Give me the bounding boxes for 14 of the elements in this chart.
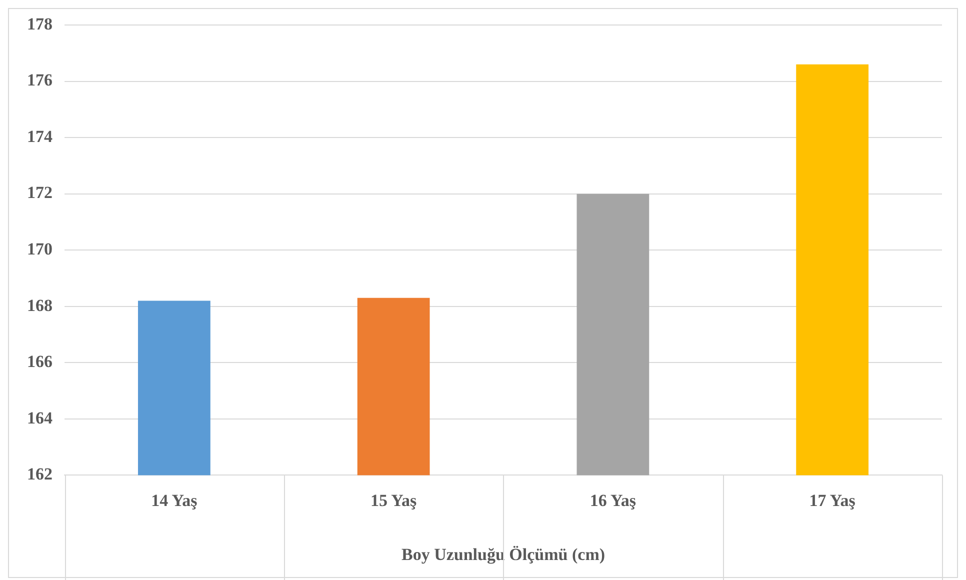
y-tick-label: 176	[27, 70, 52, 90]
x-tick-label: 14 Yaş	[151, 490, 198, 510]
x-tick-label: 17 Yaş	[809, 490, 856, 510]
y-tick-label: 164	[27, 408, 53, 428]
y-tick-label: 172	[27, 183, 52, 202]
x-axis-title: Boy Uzunluğu Ölçümü (cm)	[401, 545, 606, 564]
y-tick-label: 170	[27, 239, 52, 258]
y-tick-label: 178	[27, 14, 52, 34]
y-tick-label: 168	[27, 296, 52, 315]
y-tick-label: 166	[27, 352, 52, 372]
x-tick-label: 15 Yaş	[370, 490, 418, 510]
x-tick-label: 16 Yaş	[590, 490, 636, 510]
y-tick-label: 162	[27, 464, 52, 484]
y-tick-label: 174	[27, 126, 53, 146]
